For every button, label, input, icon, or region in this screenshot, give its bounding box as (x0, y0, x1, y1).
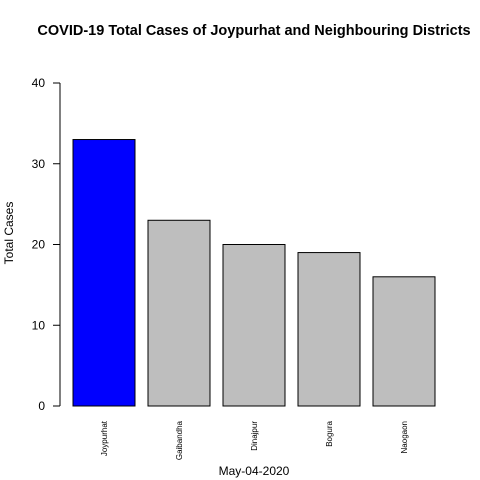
y-axis-label: Total Cases (2, 202, 16, 265)
bar-series (72, 139, 436, 407)
bar-gaibandha (147, 219, 211, 407)
y-axis: 0 10 20 30 40 (32, 76, 61, 413)
y-tick-label: 20 (32, 238, 46, 252)
chart-title: COVID-19 Total Cases of Joypurhat and Ne… (37, 23, 470, 39)
x-category-label: Joypurhat (100, 420, 109, 456)
x-category-label: Dinajpur (250, 421, 259, 451)
y-tick-label: 0 (38, 399, 45, 413)
y-tick-label: 30 (32, 157, 46, 171)
bar-bogura (297, 252, 361, 407)
y-tick-label: 40 (32, 76, 46, 90)
bar-joypurhat (72, 139, 136, 407)
bar-dinajpur (222, 244, 286, 407)
x-category-label: Naogaon (400, 421, 409, 453)
x-category-label: Gaibandha (175, 420, 184, 460)
x-axis-label: May-04-2020 (219, 464, 290, 478)
x-category-label: Bogura (325, 420, 334, 446)
y-tick-label: 10 (32, 318, 46, 332)
bar-naogaon (372, 276, 436, 407)
x-category-labels: Joypurhat Gaibandha Dinajpur Bogura Naogaon (100, 420, 409, 460)
